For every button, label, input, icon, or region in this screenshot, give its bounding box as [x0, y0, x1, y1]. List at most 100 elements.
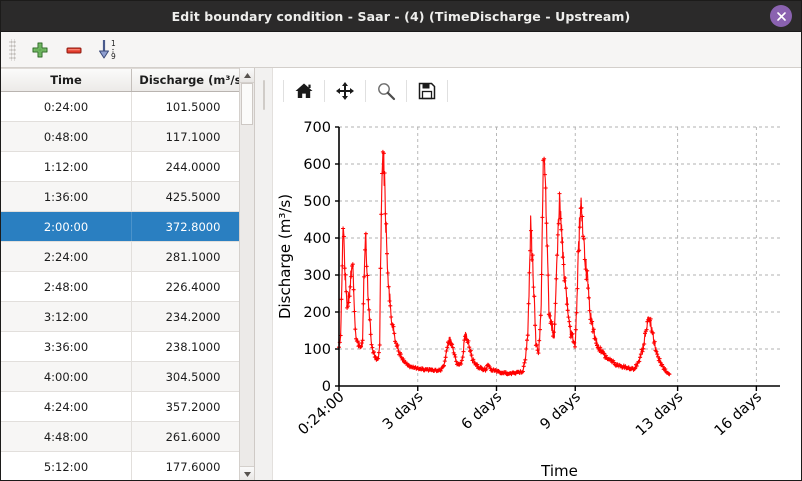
cell-discharge[interactable]: 226.4000 [165, 279, 221, 294]
cell-discharge[interactable]: 101.5000 [165, 99, 221, 114]
cell-discharge[interactable]: 177.6000 [165, 459, 221, 474]
cell-time[interactable]: 0:24:00 [1, 92, 132, 121]
panel-splitter[interactable] [255, 68, 273, 480]
scroll-up-button[interactable] [240, 68, 254, 83]
cell-time[interactable]: 2:48:00 [1, 272, 132, 301]
y-tick-label: 0 [322, 379, 331, 395]
cell-discharge[interactable]: 244.0000 [165, 159, 221, 174]
svg-text:1: 1 [111, 39, 116, 48]
table-row[interactable]: 3:36:00 238.1000 [1, 332, 254, 362]
cell-time[interactable]: 2:24:00 [1, 242, 132, 271]
cell-time[interactable]: 5:12:00 [1, 452, 132, 480]
sort-button[interactable]: 1 9 [91, 35, 125, 65]
cell-discharge[interactable]: 234.2000 [165, 309, 221, 324]
scroll-down-button[interactable] [240, 466, 254, 480]
table-row[interactable]: 2:24:00 281.1000 [1, 242, 254, 272]
series-polyline [338, 151, 670, 375]
main-toolbar: 1 9 [1, 32, 801, 68]
chart-canvas[interactable]: 0 100 200 300 400 500 600 700 Discharge (m³/s) 0:… [273, 114, 801, 480]
x-tick-label: 9 days [538, 389, 584, 433]
table-row[interactable]: 1:12:00 244.0000 [1, 152, 254, 182]
cell-time[interactable]: 3:12:00 [1, 302, 132, 331]
table-row[interactable]: 5:12:00 177.6000 [1, 452, 254, 480]
chart-series-line [338, 151, 670, 375]
home-button[interactable] [286, 75, 322, 107]
cell-discharge[interactable]: 357.2000 [165, 399, 221, 414]
toolbar-separator [324, 80, 325, 102]
x-axis-label: Time [540, 462, 578, 480]
cell-discharge[interactable]: 238.1000 [165, 339, 221, 354]
y-axis-label: Discharge (m³/s) [276, 194, 294, 319]
y-tick-label: 500 [303, 194, 331, 210]
chart-panel: 0 100 200 300 400 500 600 700 Discharge (m³/s) 0:… [273, 68, 801, 480]
table-row[interactable]: 4:00:00 304.5000 [1, 362, 254, 392]
cell-time[interactable]: 4:48:00 [1, 422, 132, 451]
svg-text:9: 9 [111, 52, 116, 61]
cell-discharge[interactable]: 261.6000 [165, 429, 221, 444]
table-row[interactable]: 2:48:00 226.4000 [1, 272, 254, 302]
triangle-up-icon [243, 72, 251, 78]
table-header-row: Time Discharge (m³/s) [1, 68, 254, 92]
splitter-handle [262, 80, 265, 110]
table-row[interactable]: 3:12:00 234.2000 [1, 302, 254, 332]
table-row[interactable]: 4:24:00 357.2000 [1, 392, 254, 422]
toolbar-grip[interactable] [9, 38, 16, 61]
y-axis-ticks: 0 100 200 300 400 500 600 700 [303, 120, 339, 395]
table-scrollbar[interactable] [239, 68, 254, 480]
cell-discharge[interactable]: 117.1000 [165, 129, 221, 144]
cell-time[interactable]: 1:12:00 [1, 152, 132, 181]
scrollbar-track[interactable] [240, 83, 254, 466]
save-button[interactable] [409, 75, 445, 107]
table-row[interactable]: 0:24:00 101.5000 [1, 92, 254, 122]
cell-time[interactable]: 3:36:00 [1, 332, 132, 361]
home-icon [295, 83, 313, 98]
toolbar-separator [283, 80, 284, 102]
scrollbar-thumb[interactable] [241, 83, 253, 125]
discharge-time-series-chart: 0 100 200 300 400 500 600 700 Discharge (m³/s) 0:… [276, 120, 780, 480]
close-button[interactable] [770, 5, 792, 27]
floppy-disk-icon [418, 82, 436, 100]
cell-discharge[interactable]: 304.5000 [165, 369, 221, 384]
y-tick-label: 400 [303, 231, 331, 247]
cell-time[interactable]: 4:00:00 [1, 362, 132, 391]
column-header-discharge[interactable]: Discharge (m³/s) [139, 73, 247, 87]
triangle-down-icon [243, 471, 251, 477]
window-title: Edit boundary condition - Saar - (4) (Ti… [171, 8, 631, 24]
x-tick-label: 6 days [459, 389, 505, 433]
magnifier-icon [378, 83, 396, 101]
cell-time[interactable]: 1:36:00 [1, 182, 132, 211]
table-body: 0:24:00 101.5000 0:48:00 117.1000 1:12:00 244… [1, 92, 254, 480]
table-row[interactable]: 4:48:00 261.6000 [1, 422, 254, 452]
move-arrows-icon [336, 82, 354, 100]
cell-time[interactable]: 4:24:00 [1, 392, 132, 421]
table-row[interactable]: 2:00:00 372.8000 [1, 212, 254, 242]
add-row-button[interactable] [23, 35, 57, 65]
y-tick-label: 700 [303, 120, 331, 136]
chart-gridlines [338, 126, 780, 387]
cell-discharge[interactable]: 372.8000 [165, 219, 221, 234]
x-tick-label: 16 days [712, 389, 765, 439]
cell-time[interactable]: 0:48:00 [1, 122, 132, 151]
toolbar-separator [406, 80, 407, 102]
zoom-button[interactable] [368, 75, 404, 107]
table-row[interactable]: 0:48:00 117.1000 [1, 122, 254, 152]
y-tick-label: 200 [303, 305, 331, 321]
close-icon [776, 11, 786, 21]
cell-discharge[interactable]: 281.1000 [165, 249, 221, 264]
y-tick-label: 600 [303, 157, 331, 173]
toolbar-separator [365, 80, 366, 102]
red-minus-icon [66, 47, 82, 53]
toolbar-separator [447, 80, 448, 102]
data-table-panel: Time Discharge (m³/s) 0:24:00 101.5000 0:4… [1, 68, 255, 480]
table-row[interactable]: 1:36:00 425.5000 [1, 182, 254, 212]
chart-toolbar [273, 68, 801, 114]
y-tick-label: 300 [303, 268, 331, 284]
remove-row-button[interactable] [57, 35, 91, 65]
column-header-time[interactable]: Time [1, 69, 132, 91]
pan-button[interactable] [327, 75, 363, 107]
x-tick-label: 13 days [633, 389, 686, 439]
cell-discharge[interactable]: 425.5000 [165, 189, 221, 204]
cell-time[interactable]: 2:00:00 [1, 212, 132, 241]
sort-descending-icon: 1 9 [99, 39, 116, 61]
